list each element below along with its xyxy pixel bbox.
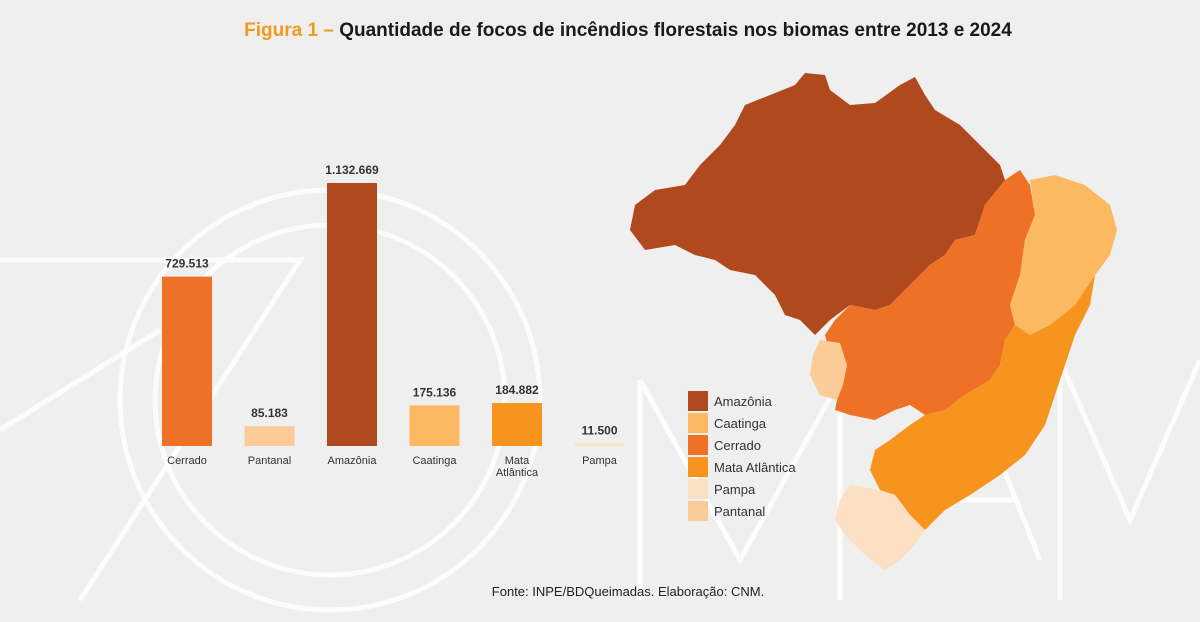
legend-label: Mata Atlântica xyxy=(714,459,796,475)
legend-swatch xyxy=(688,479,708,499)
figure-title-text: Quantidade de focos de incêndios florest… xyxy=(339,20,1012,41)
bar-cerrado xyxy=(162,276,212,446)
map-region-amazonia xyxy=(630,73,1005,335)
category-label: Mata xyxy=(505,455,530,467)
bar-pantanal xyxy=(244,426,295,446)
legend-swatch xyxy=(688,413,708,433)
category-label: Caatinga xyxy=(412,455,457,467)
legend-swatch xyxy=(688,391,708,411)
legend-swatch xyxy=(688,457,708,477)
value-label: 85.183 xyxy=(251,406,288,420)
map-region-pantanal xyxy=(810,340,847,400)
figure-title: Figura 1 – Quantidade de focos de incênd… xyxy=(0,20,1200,42)
category-label: Atlântica xyxy=(496,467,539,479)
value-label: 1.132.669 xyxy=(325,163,379,177)
map-region-pampa xyxy=(835,485,925,570)
legend-label: Caatinga xyxy=(714,415,767,431)
value-label: 184.882 xyxy=(495,383,539,397)
legend-item: Pantanal xyxy=(688,500,796,522)
value-label: 729.513 xyxy=(165,257,209,271)
map-region-cerrado xyxy=(825,170,1035,420)
bar-pampa xyxy=(574,443,625,446)
legend-label: Amazônia xyxy=(714,393,772,409)
bar-mata-atlântica xyxy=(492,403,542,446)
category-label: Pantanal xyxy=(248,455,291,467)
legend-label: Cerrado xyxy=(714,437,761,453)
bar-amazônia xyxy=(327,183,377,446)
source-note: Fonte: INPE/BDQueimadas. Elaboração: CNM… xyxy=(491,584,765,599)
legend-label: Pampa xyxy=(714,481,756,497)
bar-caatinga xyxy=(409,405,460,446)
brazil-biomes-map xyxy=(630,73,1117,570)
legend-item: Caatinga xyxy=(688,412,796,434)
figure-number: Figura 1 – xyxy=(244,20,334,41)
value-label: 175.136 xyxy=(413,385,457,399)
category-label: Pampa xyxy=(582,455,618,467)
value-label: 11.500 xyxy=(581,423,617,437)
map-region-mata-atlantica xyxy=(870,275,1095,530)
category-label: Amazônia xyxy=(328,455,378,467)
legend-item: Cerrado xyxy=(688,434,796,456)
map-region-caatinga xyxy=(1010,175,1117,335)
bar-chart: 729.513 Cerrado 85.183 Pantanal 1.132.669 Ama… xyxy=(162,163,625,479)
map-legend: Amazônia Caatinga Cerrado Mata Atlântica Pam… xyxy=(688,390,796,522)
legend-label: Pantanal xyxy=(714,503,766,519)
legend-swatch xyxy=(688,501,708,521)
legend-item: Pampa xyxy=(688,478,796,500)
legend-swatch xyxy=(688,435,708,455)
legend-item: Mata Atlântica xyxy=(688,456,796,478)
legend-item: Amazônia xyxy=(688,390,796,412)
category-label: Cerrado xyxy=(167,455,207,467)
